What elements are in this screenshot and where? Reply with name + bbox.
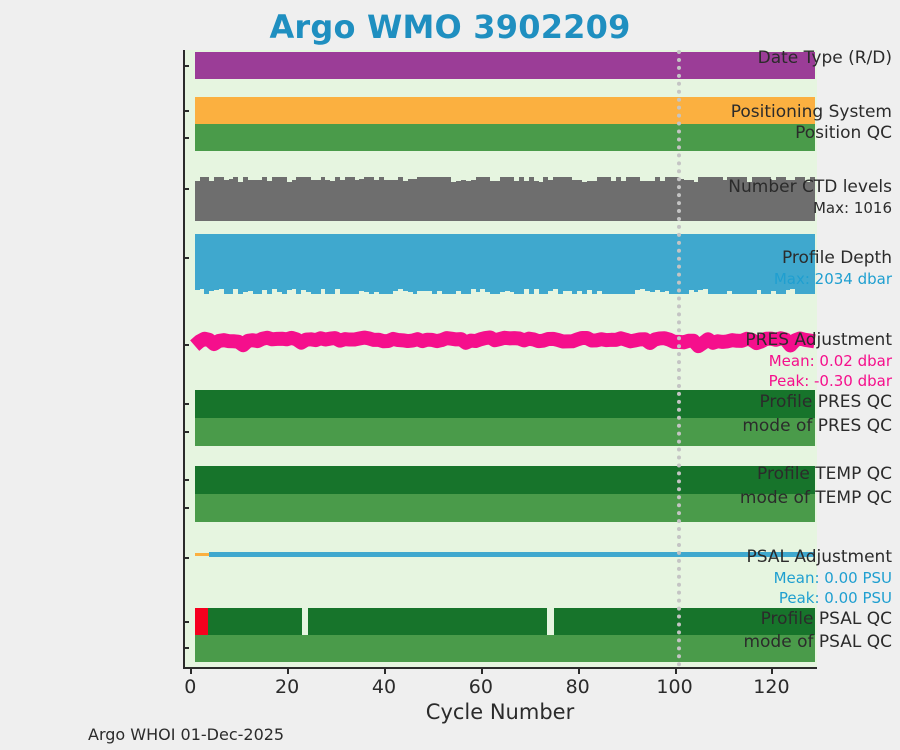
y-tick-position-qc <box>183 137 189 139</box>
bar-columns-number-ctd-levels <box>194 177 815 221</box>
y-label-text-pres-adjustment: PRES Adjustment <box>745 330 892 350</box>
bar-segment-profile-psal-qc-3 <box>553 608 815 635</box>
y-label-pres-adjustment: PRES Adjustment Mean: 0.02 dbar Peak: -0.3… <box>717 330 900 391</box>
series-mode-of-temp-qc <box>185 494 817 522</box>
line-flat-psal-adjustment <box>208 551 815 557</box>
y-label-profile-pres-qc: Profile PRES QC <box>717 392 900 413</box>
series-mode-of-pres-qc <box>185 418 817 446</box>
y-label-text-number-ctd-levels: Number CTD levels <box>728 177 892 197</box>
bar-band-mode-of-pres-qc <box>194 418 815 446</box>
y-tick-profile-pres-qc <box>183 403 189 405</box>
y-tick-psal-adjustment <box>183 557 189 559</box>
series-psal-adjustment <box>185 549 817 559</box>
x-tick-label-80: 80 <box>565 676 590 698</box>
y-label-profile-temp-qc: Profile TEMP QC <box>717 464 900 485</box>
y-label-text-mode-of-pres-qc: mode of PRES QC <box>742 416 892 436</box>
x-axis-line <box>183 667 817 669</box>
y-sublabel-pres-adjustment-1: Peak: -0.30 dbar <box>768 372 892 390</box>
y-tick-mode-of-psal-qc <box>183 647 189 649</box>
series-number-ctd-levels <box>185 177 817 221</box>
y-label-text-mode-of-temp-qc: mode of TEMP QC <box>739 488 892 508</box>
x-tick-label-100: 100 <box>656 676 693 698</box>
footer-credit: Argo WHOI 01-Dec-2025 <box>88 725 285 744</box>
bar-band-date-type <box>194 52 815 79</box>
plot-area <box>185 50 817 667</box>
series-profile-pres-qc <box>185 390 817 418</box>
y-label-date-type: Date Type (R/D) <box>717 48 900 69</box>
series-profile-depth <box>185 234 817 294</box>
x-tick-label-40: 40 <box>371 676 397 698</box>
y-tick-profile-depth <box>183 257 189 259</box>
bar-band-mode-of-temp-qc <box>194 494 815 522</box>
series-profile-temp-qc <box>185 466 817 494</box>
series-positioning-system <box>185 97 817 124</box>
bar-band-positioning-system <box>194 97 815 124</box>
x-axis-title: Cycle Number <box>425 700 575 724</box>
y-label-text-date-type: Date Type (R/D) <box>757 48 892 68</box>
x-tick-label-120: 120 <box>753 676 790 698</box>
y-label-text-profile-depth: Profile Depth <box>781 248 892 268</box>
x-tick-40 <box>383 667 386 674</box>
y-tick-profile-psal-qc <box>183 621 189 623</box>
bar-band-profile-pres-qc <box>194 390 815 418</box>
x-tick-100 <box>674 667 677 674</box>
y-label-text-positioning-system: Positioning System <box>730 102 892 122</box>
y-label-number-ctd-levels: Number CTD levels Max: 1016 <box>717 177 900 218</box>
bar-segment-profile-psal-qc-0 <box>194 608 208 635</box>
x-tick-60 <box>480 667 483 674</box>
y-label-position-qc: Position QC <box>717 123 900 144</box>
bar-band-mode-of-psal-qc <box>194 635 815 662</box>
series-position-qc <box>185 124 817 151</box>
line-pres-adjustment <box>185 327 817 357</box>
y-tick-profile-temp-qc <box>183 479 189 481</box>
y-sublabel-psal-adjustment-1: Peak: 0.00 PSU <box>778 589 892 607</box>
y-tick-date-type <box>183 65 189 67</box>
bar-segment-profile-psal-qc-1 <box>207 608 302 635</box>
series-date-type <box>185 52 817 79</box>
y-label-text-mode-of-psal-qc: mode of PSAL QC <box>743 632 892 652</box>
y-label-text-position-qc: Position QC <box>795 123 892 143</box>
y-label-text-profile-temp-qc: Profile TEMP QC <box>757 464 892 484</box>
y-label-positioning-system: Positioning System <box>717 102 900 123</box>
line-lead-psal-adjustment <box>194 553 209 556</box>
y-tick-positioning-system <box>183 110 189 112</box>
series-mode-of-psal-qc <box>185 635 817 662</box>
y-label-mode-of-pres-qc: mode of PRES QC <box>717 416 900 437</box>
y-tick-mode-of-temp-qc <box>183 507 189 509</box>
bar-segment-profile-psal-qc-2 <box>308 608 547 635</box>
y-sublabel-number-ctd-levels-0: Max: 1016 <box>812 199 892 217</box>
x-tick-label-0: 0 <box>184 676 197 698</box>
plot-axes <box>183 50 817 667</box>
chart-title: Argo WMO 3902209 <box>269 8 631 46</box>
y-label-psal-adjustment: PSAL Adjustment Mean: 0.00 PSU Peak: 0.00 … <box>717 547 900 608</box>
y-tick-number-ctd-levels <box>183 188 189 190</box>
y-label-text-profile-psal-qc: Profile PSAL QC <box>760 609 892 629</box>
y-tick-mode-of-pres-qc <box>183 431 189 433</box>
bar-columns-profile-depth <box>194 234 815 294</box>
x-tick-label-60: 60 <box>468 676 493 698</box>
y-label-mode-of-psal-qc: mode of PSAL QC <box>717 632 900 653</box>
y-label-text-profile-pres-qc: Profile PRES QC <box>759 392 892 412</box>
cycle-marker-line <box>676 50 681 667</box>
y-sublabel-psal-adjustment-0: Mean: 0.00 PSU <box>773 569 892 587</box>
x-tick-0 <box>190 667 193 674</box>
x-tick-label-20: 20 <box>275 676 300 698</box>
bar-band-profile-temp-qc <box>194 466 815 494</box>
x-tick-80 <box>577 667 580 674</box>
y-sublabel-pres-adjustment-0: Mean: 0.02 dbar <box>768 352 892 370</box>
x-tick-120 <box>771 667 774 674</box>
series-pres-adjustment <box>185 327 817 357</box>
y-label-profile-psal-qc: Profile PSAL QC <box>717 609 900 630</box>
y-tick-pres-adjustment <box>183 344 189 346</box>
bar-band-position-qc <box>194 124 815 151</box>
y-sublabel-profile-depth-0: Max: 2034 dbar <box>773 270 892 288</box>
series-profile-psal-qc <box>185 608 817 635</box>
y-label-text-psal-adjustment: PSAL Adjustment <box>746 547 892 567</box>
y-label-profile-depth: Profile Depth Max: 2034 dbar <box>717 248 900 289</box>
y-label-mode-of-temp-qc: mode of TEMP QC <box>717 488 900 509</box>
x-tick-20 <box>287 667 290 674</box>
